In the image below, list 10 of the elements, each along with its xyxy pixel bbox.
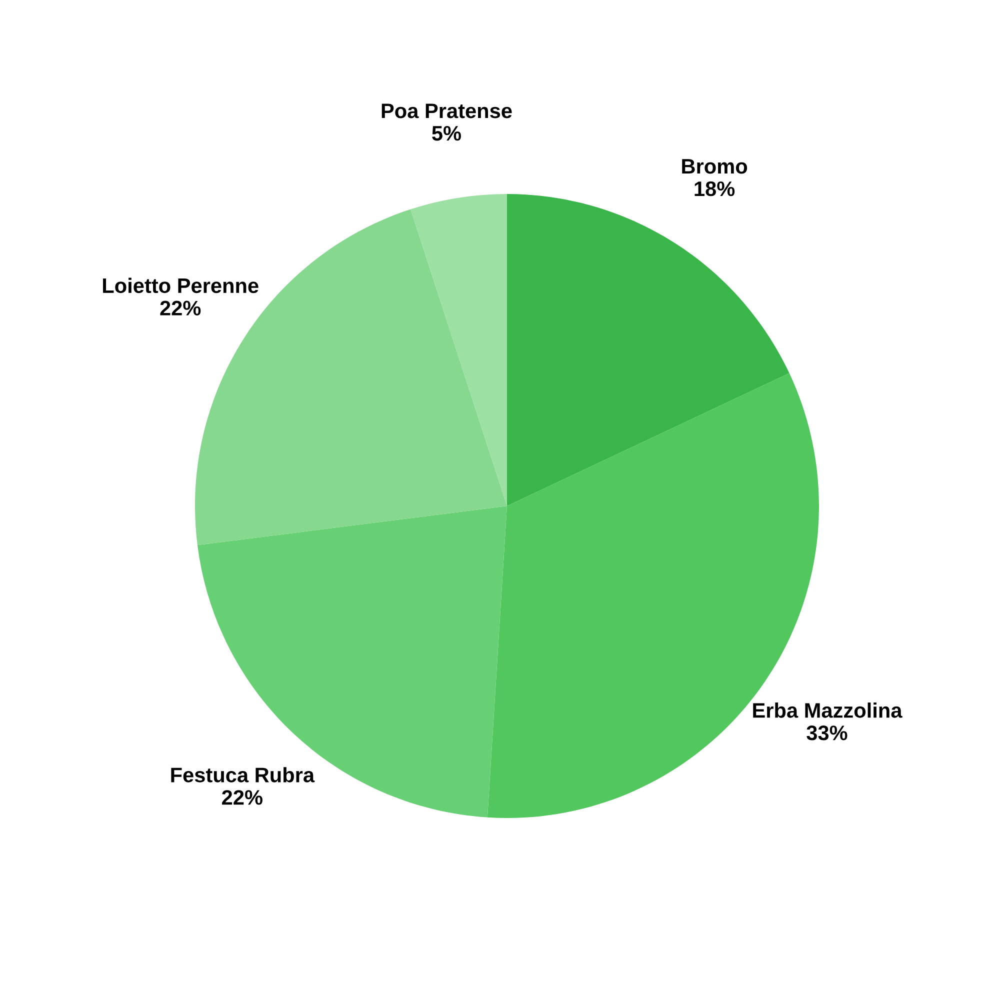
slice-label: Loietto Perenne [103,278,258,294]
slice-label: Poa Pratense [382,104,512,118]
data-label: 22% [160,300,201,316]
data-label: 5% [432,126,461,141]
slice-label: Festuca Rubra [171,767,315,782]
data-label: 18% [694,181,735,196]
data-label: 22% [222,790,262,805]
slice-label: Erba Mazzolina [753,702,902,718]
data-label: 33% [806,726,848,740]
slice-label: Bromo [682,159,748,174]
